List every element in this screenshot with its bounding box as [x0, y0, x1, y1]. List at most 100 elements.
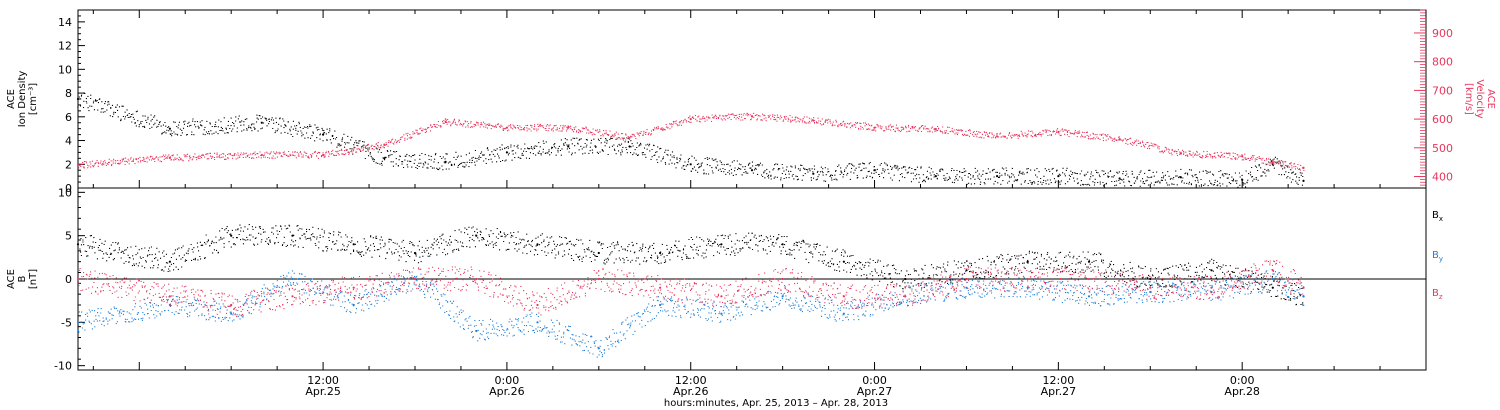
- velocity-series-point: [1271, 161, 1274, 164]
- legend-subscript: y: [1439, 255, 1443, 263]
- ion-density-series: [76, 92, 1305, 189]
- bx-series-point: [1271, 286, 1274, 289]
- velocity-series-point: [76, 163, 80, 167]
- bz-series-point: [1087, 277, 1091, 281]
- by-series-point: [1026, 286, 1029, 289]
- field-axis-title-line: ACE: [6, 269, 17, 289]
- date-tick-label: Apr.26: [489, 385, 525, 398]
- time-tick-label: 0:00: [495, 374, 520, 387]
- date-tick-label: Apr.26: [673, 385, 709, 398]
- ion-density-series-point: [444, 160, 447, 163]
- bz-series: [76, 260, 1305, 317]
- ion-density-series-point: [1057, 175, 1060, 178]
- ion-density-series-point: [628, 145, 631, 148]
- bx-series-point: [230, 234, 233, 237]
- velocity-series-point: [567, 126, 570, 129]
- density-tick-label: 14: [58, 16, 72, 29]
- density-tick-label: 12: [58, 40, 72, 53]
- field-tick-label: 5: [65, 230, 72, 243]
- bx-series-point: [904, 277, 907, 281]
- velocity-axis-title-line: Velocity: [1474, 79, 1485, 118]
- ion-density-series-point: [322, 133, 325, 136]
- bz-series-point: [1271, 269, 1274, 272]
- by-series-point: [720, 312, 723, 315]
- ion-density-series-point: [996, 175, 999, 178]
- bx-series-point: [597, 251, 600, 255]
- ion-density-series-trace: [77, 92, 1304, 189]
- velocity-series-point: [628, 136, 631, 139]
- ion-density-series-point: [168, 127, 171, 130]
- date-tick-label: Apr.28: [1224, 385, 1260, 398]
- bz-series-point: [291, 295, 294, 298]
- bx-series-point: [352, 243, 355, 246]
- ion-density-series-point: [689, 163, 692, 166]
- ion-density-series-point: [1118, 177, 1121, 180]
- bx-series-point: [168, 260, 171, 263]
- by-series-point: [965, 286, 968, 289]
- legend-letter: B: [1432, 288, 1439, 299]
- time-tick-label: 0:00: [1230, 374, 1255, 387]
- by-series-point: [1302, 295, 1305, 298]
- velocity-tick-label: 600: [1432, 113, 1453, 126]
- field-axis-title-line: [nT]: [28, 269, 39, 289]
- ion-density-series-point: [567, 145, 570, 148]
- velocity-series-point: [873, 126, 876, 129]
- legend-subscript: z: [1439, 293, 1443, 301]
- bz-series-point: [720, 295, 723, 298]
- density-tick-label: 4: [65, 135, 72, 148]
- field-tick-label: 10: [58, 186, 72, 199]
- date-tick-label: Apr.27: [857, 385, 893, 398]
- x-axis-label: hours:minutes, Apr. 25, 2013 – Apr. 28, …: [664, 398, 888, 409]
- by-series-point: [291, 277, 294, 281]
- date-tick-label: Apr.25: [305, 385, 341, 398]
- bz-series-point: [352, 286, 355, 289]
- density-tick-label: 0: [65, 182, 72, 195]
- ion-density-series-point: [76, 97, 80, 101]
- field-axis-title-line: B: [17, 275, 28, 282]
- legend-bz: Bz: [1432, 288, 1443, 301]
- density-axis-title: ACEIon Density[cm⁻³]: [6, 71, 39, 128]
- legend-subscript: x: [1439, 215, 1443, 223]
- ion-density-series-point: [812, 172, 815, 175]
- bx-series-trace: [77, 224, 1304, 306]
- velocity-tick-label: 800: [1432, 56, 1453, 69]
- density-axis-title-line: ACE: [6, 89, 17, 109]
- bz-series-point: [659, 286, 662, 289]
- velocity-series-point: [444, 120, 447, 124]
- time-tick-label: 0:00: [862, 374, 887, 387]
- density-tick-label: 8: [65, 87, 72, 100]
- bz-series-point: [536, 303, 539, 307]
- bz-series-point: [168, 295, 171, 298]
- by-series-point: [230, 312, 233, 315]
- bx-series-point: [536, 243, 539, 246]
- density-tick-label: 10: [58, 63, 72, 76]
- bx-series: [76, 224, 1305, 306]
- time-tick-label: 12:00: [1043, 374, 1075, 387]
- field-tick-label: -5: [61, 316, 72, 329]
- velocity-tick-label: 500: [1432, 142, 1453, 155]
- legend-bx: Bx: [1432, 210, 1443, 223]
- bz-series-point: [230, 303, 233, 307]
- legend-letter: B: [1432, 250, 1439, 261]
- bx-series-point: [76, 243, 80, 246]
- velocity-series-point: [689, 118, 692, 121]
- velocity-tick-label: 400: [1432, 171, 1453, 184]
- time-tick-label: 12:00: [675, 374, 707, 387]
- bz-series-point: [781, 277, 784, 281]
- density-tick-label: 2: [65, 158, 72, 171]
- legend-by: By: [1432, 250, 1443, 263]
- by-series-point: [1271, 277, 1274, 281]
- bz-series-trace: [78, 260, 1305, 317]
- bz-series-point: [965, 277, 968, 281]
- velocity-tick-label: 900: [1432, 27, 1453, 40]
- legend-letter: B: [1432, 210, 1439, 221]
- time-tick-label: 12:00: [307, 374, 339, 387]
- density-tick-label: 6: [65, 111, 72, 124]
- density-axis-title-line: [cm⁻³]: [28, 83, 39, 115]
- density-velocity-panel: 0 2 4 6 8 10 12 14 ACEIon Density[cm⁻³] 400 500 600…: [6, 9, 1496, 195]
- by-series-point: [659, 303, 662, 307]
- bx-series-point: [965, 269, 968, 272]
- bx-series-point: [1087, 260, 1091, 263]
- bx-series-point: [720, 243, 723, 246]
